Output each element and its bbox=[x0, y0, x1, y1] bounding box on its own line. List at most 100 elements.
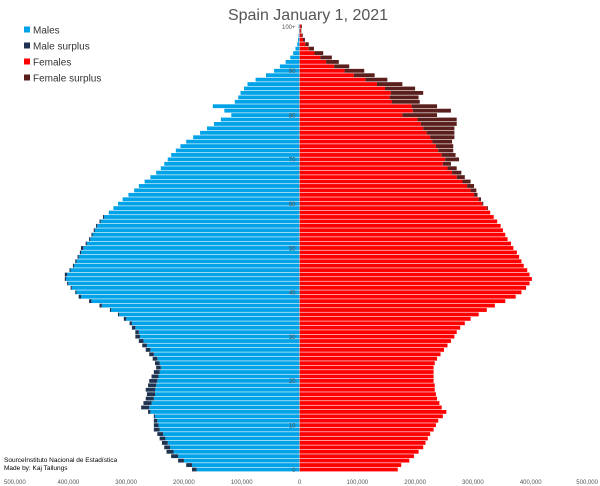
male-surplus-bar bbox=[149, 352, 154, 357]
male-bar bbox=[200, 130, 300, 135]
male-surplus-bar bbox=[89, 237, 91, 242]
male-bar bbox=[113, 206, 300, 211]
male-surplus-bar bbox=[143, 401, 152, 405]
female-bar bbox=[299, 126, 424, 131]
male-surplus-bar bbox=[159, 436, 166, 441]
male-bar bbox=[101, 303, 300, 308]
male-bar bbox=[158, 423, 300, 428]
female-surplus-bar bbox=[442, 161, 451, 166]
female-bar bbox=[299, 347, 444, 352]
male-surplus-bar bbox=[157, 432, 164, 436]
male-bar bbox=[150, 175, 300, 180]
female-bar bbox=[299, 33, 302, 38]
female-bar bbox=[299, 321, 465, 326]
female-surplus-bar bbox=[344, 68, 365, 73]
male-bar bbox=[155, 392, 300, 397]
male-bar bbox=[157, 378, 300, 383]
female-bar bbox=[299, 449, 419, 454]
male-bar bbox=[104, 215, 300, 219]
female-bar bbox=[299, 405, 442, 410]
female-bar bbox=[299, 259, 522, 264]
male-bar bbox=[100, 219, 300, 224]
female-surplus-bar bbox=[314, 51, 324, 55]
female-surplus-bar bbox=[445, 157, 460, 162]
male-bar bbox=[86, 241, 300, 246]
male-bar bbox=[153, 352, 300, 357]
male-surplus-bar bbox=[186, 463, 192, 467]
female-surplus-bar bbox=[426, 130, 455, 135]
female-bar bbox=[299, 135, 431, 140]
male-surplus-bar bbox=[166, 449, 174, 454]
age-tick-label: 10 bbox=[289, 424, 296, 430]
male-surplus-bar bbox=[145, 396, 154, 401]
female-bar bbox=[299, 117, 418, 122]
female-bar bbox=[299, 219, 498, 224]
male-surplus-bar bbox=[148, 409, 151, 414]
male-bar bbox=[76, 290, 300, 295]
female-surplus-bar bbox=[302, 37, 305, 42]
male-bar bbox=[238, 95, 300, 100]
female-bar bbox=[299, 458, 410, 463]
x-tick-label: 100,000 bbox=[231, 480, 253, 486]
x-tick-label: 200,000 bbox=[173, 480, 195, 486]
female-surplus-bar bbox=[353, 73, 375, 78]
male-bar bbox=[164, 161, 300, 166]
female-bar bbox=[299, 352, 441, 357]
female-bar bbox=[299, 170, 453, 175]
female-surplus-bar bbox=[308, 46, 314, 51]
female-bar bbox=[299, 166, 448, 171]
male-surplus-bar bbox=[75, 259, 77, 264]
male-bar bbox=[94, 228, 300, 233]
male-bar bbox=[244, 86, 300, 91]
female-bar bbox=[299, 197, 479, 202]
female-surplus-bar bbox=[482, 201, 484, 206]
male-bar bbox=[150, 347, 300, 352]
male-surplus-bar bbox=[161, 440, 168, 445]
female-surplus-bar bbox=[441, 153, 456, 157]
male-bar bbox=[231, 113, 300, 117]
female-bar bbox=[299, 99, 392, 104]
male-bar bbox=[76, 259, 300, 264]
female-surplus-bar bbox=[420, 122, 457, 126]
female-surplus-bar bbox=[452, 170, 462, 175]
male-bar bbox=[92, 232, 300, 237]
male-bar bbox=[138, 184, 300, 188]
female-bar bbox=[299, 77, 366, 82]
female-bar bbox=[299, 418, 439, 423]
x-tick-labels: 500,000 400,000 300,000 200,000 100,000 0 100,… bbox=[4, 480, 599, 486]
female-bar bbox=[299, 254, 520, 259]
male-surplus-bar bbox=[171, 454, 179, 459]
female-surplus-bar bbox=[320, 55, 332, 60]
male-bar bbox=[160, 365, 300, 370]
x-tick-label: 500,000 bbox=[4, 480, 26, 486]
female-surplus-bar bbox=[467, 184, 475, 188]
female-surplus-bar bbox=[334, 64, 350, 69]
female-bar bbox=[299, 263, 524, 268]
x-tick-label: 300,000 bbox=[115, 480, 137, 486]
male-bar bbox=[70, 268, 300, 273]
female-surplus-bar bbox=[390, 91, 424, 95]
male-bar bbox=[298, 33, 300, 38]
female-bar bbox=[299, 427, 434, 432]
female-surplus-bar bbox=[301, 33, 303, 38]
male-bar bbox=[167, 440, 300, 445]
female-bar bbox=[299, 356, 438, 361]
male-bar bbox=[167, 157, 300, 162]
female-bar bbox=[299, 432, 431, 436]
male-surplus-bar bbox=[99, 219, 101, 224]
male-surplus-bar bbox=[129, 321, 132, 326]
female-bar bbox=[299, 29, 301, 33]
legend-label: Males bbox=[33, 26, 60, 37]
male-bar bbox=[119, 312, 300, 317]
male-bar bbox=[159, 427, 300, 432]
male-bar bbox=[139, 334, 300, 339]
x-tick-label: 300,000 bbox=[462, 480, 484, 486]
male-bar bbox=[175, 148, 300, 153]
male-bar bbox=[165, 436, 300, 441]
female-surplus-bar bbox=[326, 60, 339, 64]
female-bar bbox=[299, 108, 413, 113]
male-surplus-bar bbox=[123, 316, 127, 321]
female-surplus-bar bbox=[412, 108, 451, 113]
female-bar bbox=[299, 184, 468, 188]
male-bar bbox=[135, 325, 300, 330]
